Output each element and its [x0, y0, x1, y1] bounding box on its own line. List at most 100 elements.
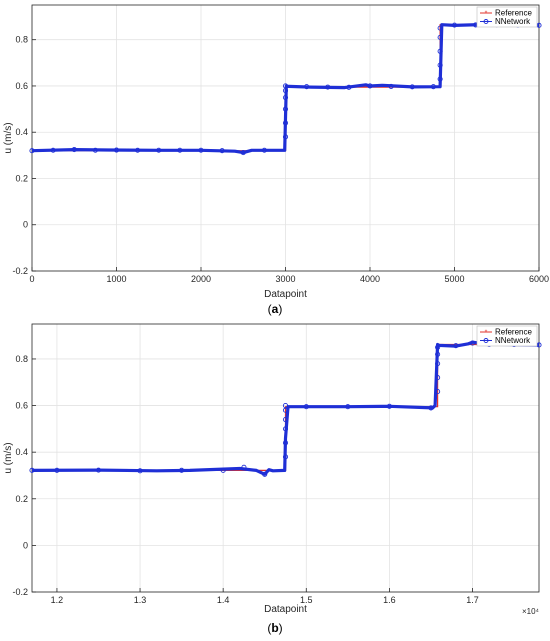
x-tick-label: 1.7 [466, 595, 479, 605]
nnetwork-marker [29, 148, 35, 154]
x-exponent-label: ×10⁴ [522, 607, 540, 616]
legend-label-reference: Reference [495, 328, 532, 337]
nnetwork-marker [437, 25, 443, 31]
nnetwork-marker [54, 467, 60, 473]
nnetwork-marker [261, 147, 267, 153]
nnetwork-marker [282, 106, 289, 112]
y-tick-label: 0.4 [15, 447, 28, 457]
nnetwork-marker [50, 147, 56, 153]
nnetwork-marker [437, 48, 443, 54]
legend-marker-reference: * [485, 11, 488, 18]
nnetwork-marker [156, 147, 162, 153]
nnetwork-marker [435, 351, 441, 357]
nnetwork-marker [113, 147, 120, 153]
nnetwork-marker [29, 467, 35, 473]
nnetwork-marker [219, 148, 225, 154]
panel-caption: (a) [268, 302, 283, 316]
legend-marker-reference: * [485, 330, 488, 337]
nnetwork-marker [435, 375, 441, 381]
nnetwork-marker [453, 343, 459, 349]
nnetwork-marker [451, 22, 458, 28]
y-axis-label: u (m/s) [3, 122, 14, 153]
nnetwork-marker [198, 147, 204, 153]
nnetwork-marker [409, 84, 415, 90]
x-tick-label: 6000 [529, 274, 549, 284]
nnetwork-marker [137, 468, 143, 474]
nnetwork-marker [469, 340, 476, 346]
x-tick-label: 1.4 [217, 595, 230, 605]
nnetwork-marker [437, 76, 443, 82]
nnetwork-marker [220, 467, 226, 473]
nnetwork-marker [282, 416, 289, 423]
nnetwork-marker [428, 405, 434, 411]
nnetwork-marker [367, 83, 373, 89]
nnetwork-marker [437, 62, 443, 68]
y-tick-label: 0.4 [15, 127, 28, 137]
nnetwork-marker [282, 454, 289, 460]
x-tick-label: 1.6 [383, 595, 396, 605]
nnetwork-marker [282, 407, 289, 413]
y-tick-label: -0.2 [12, 266, 28, 276]
nnetwork-marker [437, 34, 443, 40]
panel-caption-letter: a [272, 302, 279, 316]
nnetwork-marker [435, 344, 441, 350]
y-axis-label: u (m/s) [3, 442, 14, 473]
x-tick-label: 5000 [444, 274, 464, 284]
nnetwork-marker [282, 440, 289, 446]
nnetwork-marker [282, 134, 289, 140]
legend-label-nnetwork: NNetwork [495, 17, 531, 26]
nnetwork-marker [388, 83, 394, 89]
nnetwork-marker [304, 84, 310, 90]
y-tick-label: 0.2 [15, 494, 28, 504]
nnetwork-marker [241, 464, 247, 470]
nnetwork-marker [430, 84, 436, 90]
x-tick-label: 2000 [191, 274, 211, 284]
nnetwork-marker [282, 426, 289, 432]
x-axis-label: Datapoint [264, 604, 307, 615]
nnetwork-marker [346, 84, 352, 90]
nnetwork-marker [71, 147, 77, 153]
x-tick-label: 3000 [275, 274, 295, 284]
x-tick-label: 1000 [106, 274, 126, 284]
legend-marker-nnetwork [483, 338, 489, 343]
y-tick-label: 0.6 [15, 401, 28, 411]
y-tick-label: 0.6 [15, 81, 28, 91]
chart-panel-b: 1.2 1.3 1.4 1.5 1.6 1.7 -0.2 0 0.2 0.4 0.6 0.8 ×10⁴ D… [3, 323, 542, 635]
x-tick-label: 1.2 [51, 595, 64, 605]
x-tick-label: 1.3 [134, 595, 147, 605]
nnetwork-marker [282, 83, 289, 89]
panel-caption-letter: b [271, 621, 278, 635]
legend-label-reference: Reference [495, 9, 532, 18]
nnetwork-marker [179, 467, 185, 473]
nnetwork-marker [240, 150, 246, 156]
y-tick-label: 0.2 [15, 173, 28, 183]
y-tick-label: 0 [23, 540, 28, 550]
legend-label-nnetwork: NNetwork [495, 336, 531, 345]
panel-caption: (b) [267, 621, 282, 635]
nnetwork-marker [282, 403, 289, 409]
y-tick-label: 0.8 [15, 35, 28, 45]
nnetwork-marker [135, 147, 141, 153]
legend-marker-nnetwork [483, 19, 489, 24]
nnetwork-marker [325, 84, 331, 90]
nnetwork-marker [92, 147, 98, 153]
y-tick-label: -0.2 [12, 587, 28, 597]
y-tick-label: 0.8 [15, 354, 28, 364]
nnetwork-marker [262, 471, 268, 477]
x-tick-label: 1.5 [300, 595, 313, 605]
axes-box [31, 323, 540, 593]
x-tick-label: 4000 [360, 274, 380, 284]
nnetwork-marker [345, 404, 351, 410]
x-axis-label: Datapoint [264, 289, 307, 300]
y-tick-label: 0 [23, 220, 28, 230]
nnetwork-marker [386, 403, 392, 409]
series-line-nnetwork [31, 340, 540, 476]
series-line-nnetwork [31, 22, 540, 155]
nnetwork-marker [282, 94, 289, 101]
chart-panel-a: 0 1000 2000 3000 4000 5000 6000-0.200.20.40.60… [3, 4, 549, 316]
x-tick-label: 0 [29, 274, 34, 284]
nnetwork-marker [177, 147, 183, 153]
